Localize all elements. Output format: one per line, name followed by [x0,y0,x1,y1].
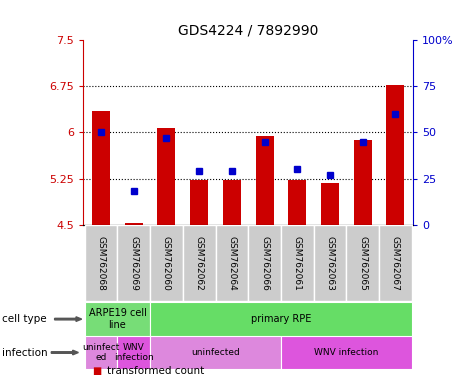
Bar [150,336,281,369]
Bar [288,180,306,225]
Bar [281,225,314,301]
Bar [346,225,379,301]
Bar [216,225,248,301]
Bar [321,184,339,225]
Title: GDS4224 / 7892990: GDS4224 / 7892990 [178,24,318,38]
Bar [386,84,404,225]
Bar [158,128,175,225]
Bar [314,225,346,301]
Bar [85,225,117,301]
Text: uninfect
ed: uninfect ed [83,343,120,362]
Bar [117,225,150,301]
Bar [150,225,183,301]
Text: ARPE19 cell
line: ARPE19 cell line [88,308,146,330]
Text: transformed count: transformed count [107,366,204,376]
Bar [379,225,412,301]
Text: GSM762067: GSM762067 [391,236,400,290]
Bar [150,302,412,336]
Text: GSM762061: GSM762061 [293,236,302,290]
Text: WNV
infection: WNV infection [114,343,154,362]
Text: cell type: cell type [2,314,47,324]
Bar [85,302,150,336]
Bar [190,180,208,225]
Bar [117,336,150,369]
Text: GSM762062: GSM762062 [195,236,204,290]
Text: GSM762063: GSM762063 [325,236,334,290]
Text: infection: infection [2,348,48,358]
Text: GSM762065: GSM762065 [358,236,367,290]
Text: GSM762060: GSM762060 [162,236,171,290]
Text: WNV infection: WNV infection [314,348,379,357]
Bar [92,111,110,225]
Bar [125,223,143,225]
Text: GSM762068: GSM762068 [96,236,105,290]
Bar [248,225,281,301]
Bar [281,336,412,369]
Bar [353,140,371,225]
Text: GSM762069: GSM762069 [129,236,138,290]
Text: ■: ■ [93,366,102,376]
Bar [256,136,274,225]
Text: primary RPE: primary RPE [251,314,311,324]
Bar [223,180,241,225]
Bar [183,225,216,301]
Text: uninfected: uninfected [191,348,240,357]
Bar [85,336,117,369]
Text: GSM762066: GSM762066 [260,236,269,290]
Text: GSM762064: GSM762064 [228,236,237,290]
